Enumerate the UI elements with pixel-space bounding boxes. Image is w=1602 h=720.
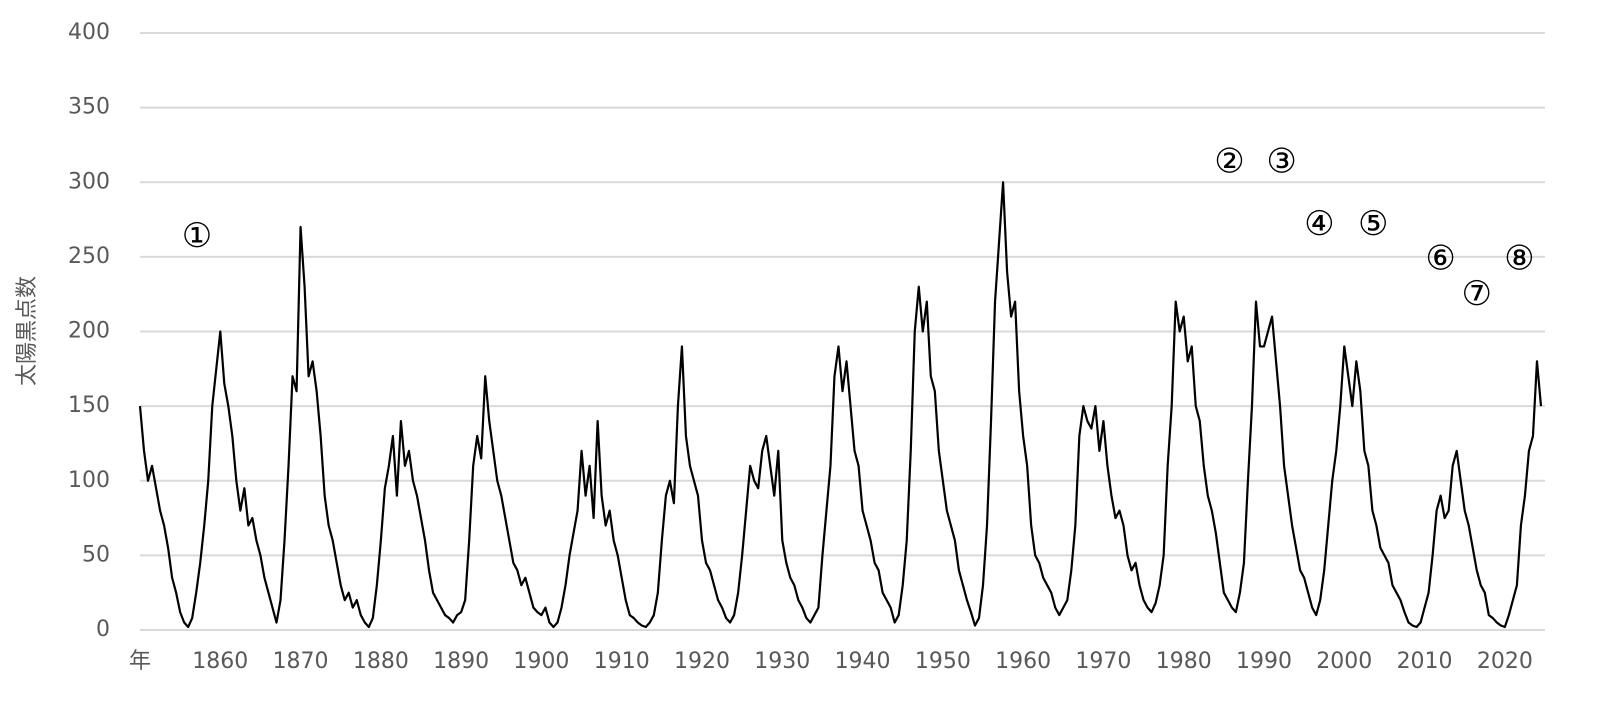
x-tick-label: 1950 — [915, 649, 971, 674]
annotation: ⑥ — [1425, 238, 1455, 278]
y-tick-label: 100 — [68, 468, 110, 493]
y-tick-label: 50 — [82, 542, 110, 567]
x-tick-label: 1920 — [674, 649, 730, 674]
y-tick-label: 250 — [68, 244, 110, 269]
annotation: ② — [1214, 141, 1244, 181]
y-tick-label: 300 — [68, 169, 110, 194]
x-tick-label: 1990 — [1236, 649, 1292, 674]
annotation: ⑧ — [1504, 238, 1534, 278]
annotation: ④ — [1304, 204, 1334, 244]
y-tick-label: 0 — [96, 617, 110, 642]
y-tick-label: 200 — [68, 319, 110, 344]
x-axis-title: 年 — [129, 649, 151, 674]
annotation: ⑦ — [1462, 274, 1492, 314]
annotation: ⑤ — [1358, 204, 1388, 244]
x-tick-label: 2000 — [1316, 649, 1372, 674]
x-tick-label: 1960 — [995, 649, 1051, 674]
x-tick-label: 1860 — [192, 649, 248, 674]
x-tick-label: 1910 — [594, 649, 650, 674]
x-tick-label: 1870 — [273, 649, 329, 674]
x-tick-label: 2010 — [1397, 649, 1453, 674]
x-tick-label: 1900 — [513, 649, 569, 674]
y-tick-label: 400 — [68, 20, 110, 45]
x-tick-label: 2020 — [1477, 649, 1533, 674]
x-tick-label: 1940 — [835, 649, 891, 674]
x-tick-label: 1880 — [353, 649, 409, 674]
data-line — [138, 181, 1543, 629]
x-tick-label: 1980 — [1156, 649, 1212, 674]
y-tick-label: 350 — [68, 95, 110, 120]
x-tick-label: 1890 — [433, 649, 489, 674]
annotation: ③ — [1266, 141, 1296, 181]
x-tick-label: 1970 — [1075, 649, 1131, 674]
x-tick-label: 1930 — [754, 649, 810, 674]
annotation: ① — [182, 216, 212, 256]
y-axis-title: 太陽黒点数 — [15, 276, 40, 386]
y-tick-label: 150 — [68, 393, 110, 418]
